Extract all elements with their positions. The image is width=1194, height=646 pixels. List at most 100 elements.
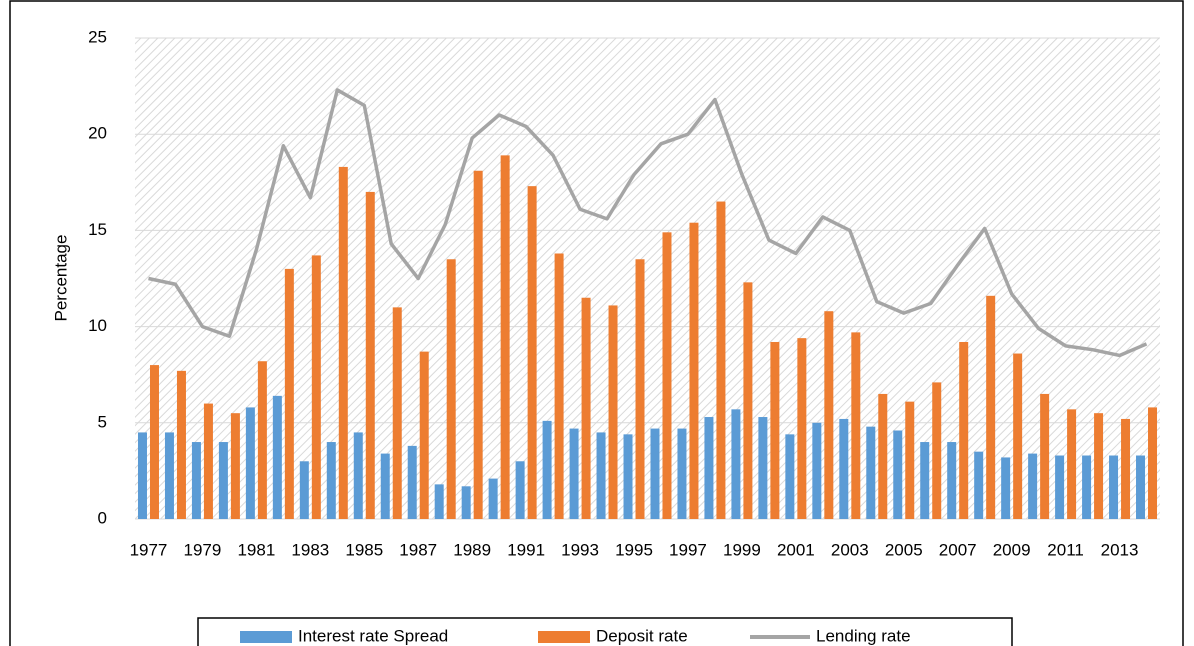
legend-label: Lending rate (816, 626, 911, 645)
bar (419, 351, 429, 519)
bar (164, 432, 174, 519)
bar (1121, 418, 1131, 519)
bar (1094, 413, 1104, 519)
x-tick-label: 1989 (453, 540, 491, 559)
bar (203, 403, 213, 519)
bar (311, 255, 321, 520)
bar (731, 409, 741, 519)
bar (662, 232, 672, 519)
x-tick-label: 2009 (993, 540, 1031, 559)
x-tick-label: 2001 (777, 540, 815, 559)
x-tick-label: 2013 (1101, 540, 1139, 559)
bar (1109, 455, 1119, 519)
y-tick-label: 0 (98, 508, 107, 527)
bar (245, 407, 255, 519)
bar (905, 401, 915, 519)
bar (380, 453, 390, 519)
x-tick-label: 2005 (885, 540, 923, 559)
bar (392, 307, 402, 519)
x-tick-label: 1983 (291, 540, 329, 559)
x-tick-label: 2007 (939, 540, 977, 559)
bar (1136, 455, 1146, 519)
bar (812, 422, 822, 519)
bar (797, 338, 807, 519)
legend-swatch (240, 631, 292, 643)
bar (770, 341, 780, 519)
bar (434, 484, 444, 519)
bar (824, 311, 834, 519)
bar (1001, 457, 1011, 519)
bar (959, 341, 969, 519)
bar (1040, 393, 1050, 519)
bar (596, 432, 606, 519)
bar (1082, 455, 1092, 519)
bar (527, 186, 537, 519)
bar (191, 442, 201, 519)
bar (986, 295, 996, 519)
bar (1067, 409, 1077, 519)
y-tick-label: 10 (88, 316, 107, 335)
legend-box (197, 617, 1013, 646)
bar (257, 361, 267, 519)
x-tick-label: 1997 (669, 540, 707, 559)
bar (677, 428, 687, 519)
x-tick-label: 1981 (237, 540, 275, 559)
bar (920, 442, 930, 519)
x-tick-label: 1987 (399, 540, 437, 559)
bar (272, 395, 282, 519)
x-tick-label: 1979 (184, 540, 222, 559)
bar (839, 418, 849, 519)
bar (893, 430, 903, 519)
bar (353, 432, 363, 519)
bar (1013, 353, 1023, 519)
x-tick-label: 1999 (723, 540, 761, 559)
bar (299, 461, 309, 519)
bar (581, 297, 591, 519)
x-tick-label: 1995 (615, 540, 653, 559)
bar (326, 442, 336, 519)
bar (542, 420, 552, 519)
bar (947, 442, 957, 519)
bar (878, 393, 888, 519)
bar (743, 282, 753, 519)
bar (338, 166, 348, 519)
bar (569, 428, 579, 519)
bar (515, 461, 525, 519)
y-tick-label: 25 (88, 27, 107, 46)
bar (1028, 453, 1038, 519)
y-axis-label: Percentage (51, 235, 70, 322)
bar (758, 417, 768, 519)
y-tick-label: 15 (88, 220, 107, 239)
x-tick-label: 2011 (1047, 540, 1084, 559)
bar (1055, 455, 1065, 519)
y-tick-label: 20 (88, 124, 107, 143)
bar (446, 259, 456, 519)
bar (218, 442, 228, 519)
chart-border (9, 0, 1184, 646)
x-tick-label: 1977 (130, 540, 168, 559)
y-tick-label: 5 (98, 412, 107, 431)
bar (137, 432, 147, 519)
bar (1148, 407, 1158, 519)
bar (608, 305, 618, 519)
x-tick-label: 1985 (345, 540, 383, 559)
bar (284, 268, 294, 519)
x-tick-label: 1991 (507, 540, 545, 559)
bar (461, 486, 471, 519)
bar (623, 434, 633, 519)
bar (704, 417, 714, 519)
x-tick-label: 1993 (561, 540, 599, 559)
bar (488, 478, 498, 519)
bar (785, 434, 795, 519)
bar (689, 222, 699, 520)
bar (851, 332, 861, 519)
legend-swatch (538, 631, 590, 643)
bar (473, 170, 483, 520)
x-tick-label: 2003 (831, 540, 869, 559)
bar (500, 155, 510, 519)
bar (716, 201, 726, 520)
legend-label: Interest rate Spread (298, 626, 448, 645)
bar (974, 451, 984, 519)
bar (365, 191, 375, 520)
